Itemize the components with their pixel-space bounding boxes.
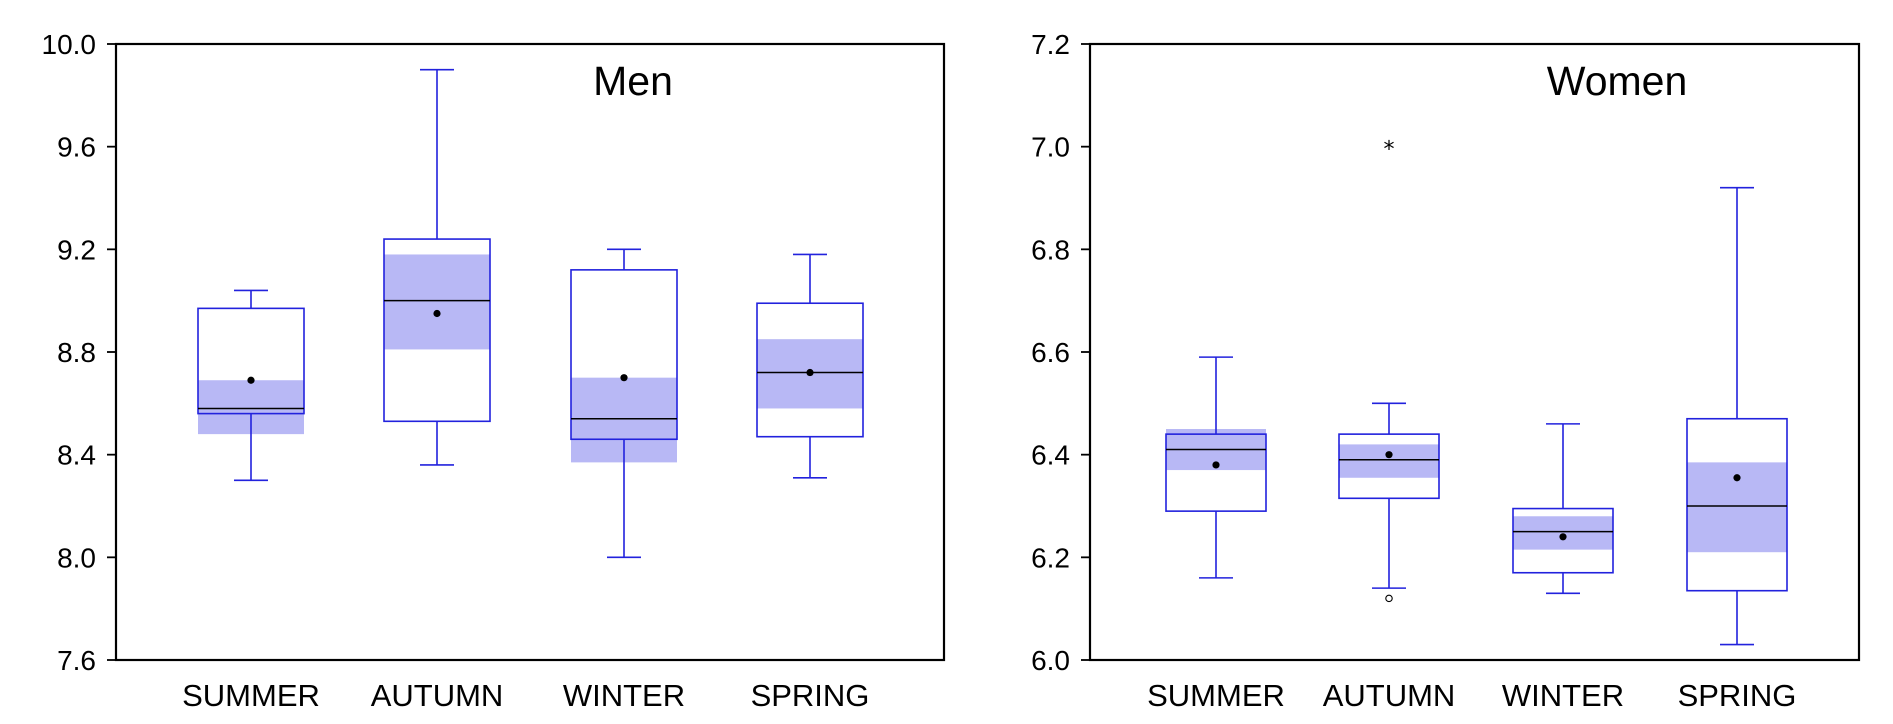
women-category-label: SUMMER [1147,678,1285,713]
women-box-autumn: * [1338,138,1440,603]
men-y-tick-label: 8.0 [57,542,96,573]
men-y-tick-label: 10.0 [42,29,97,60]
men-y-tick-label: 9.2 [57,234,96,265]
women-category-label: WINTER [1502,678,1624,713]
ci-band [1513,516,1613,550]
outlier-star: * [1384,138,1395,163]
men-category-label: WINTER [563,678,685,713]
women-y-tick-label: 6.8 [1031,234,1070,265]
men-panel: Men SUMMER AUTUMN WINTER SPRING 7.6 8.0 8.4 8.8… [42,29,946,713]
women-category-label: SPRING [1678,678,1797,713]
men-box-winter [570,248,678,559]
ci-band [1339,444,1439,478]
mean-point [620,374,628,382]
mean-point [1559,533,1567,541]
mean-point [1733,474,1741,482]
mean-point [1385,451,1393,459]
men-category-label: SUMMER [182,678,320,713]
ci-band [384,254,490,350]
men-y-tick-label: 8.4 [57,440,96,471]
mean-point [1212,461,1220,469]
women-box-winter [1512,423,1614,595]
men-chart-title: Men [593,58,673,104]
women-box-spring [1686,186,1788,646]
women-y-tick-label: 7.0 [1031,132,1070,163]
women-category-label: AUTUMN [1323,678,1456,713]
women-y-tick-label: 6.2 [1031,542,1070,573]
men-y-tick-label: 7.6 [57,645,96,676]
women-y-tick-label: 6.6 [1031,337,1070,368]
women-y-tick-label: 7.2 [1031,29,1070,60]
women-panel: Women * SUMMER AUTUMN WINTER SPRING 6.0 6.2 6.… [1031,29,1861,713]
men-y-tick-label: 9.6 [57,132,96,163]
women-y-tick-label: 6.4 [1031,440,1070,471]
mean-point [433,309,441,318]
mean-point [806,368,814,377]
women-chart-title: Women [1547,58,1688,104]
mean-point [247,376,255,384]
outlier-circle [1385,594,1393,603]
women-y-tick-label: 6.0 [1031,645,1070,676]
men-y-tick-label: 8.8 [57,337,96,368]
men-box-autumn [383,68,491,466]
women-box-summer [1165,356,1267,579]
men-category-label: SPRING [751,678,870,713]
men-box-summer [197,289,305,482]
men-box-spring [756,253,864,479]
men-category-label: AUTUMN [371,678,504,713]
